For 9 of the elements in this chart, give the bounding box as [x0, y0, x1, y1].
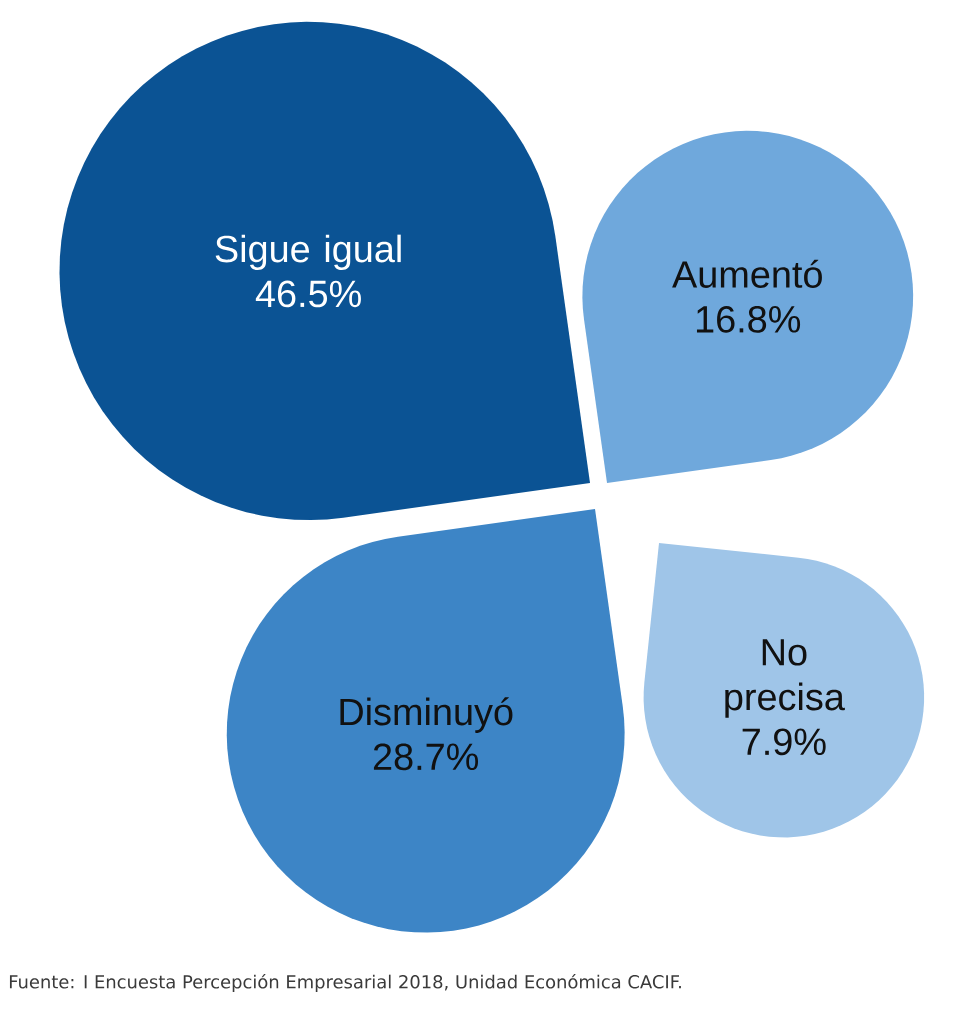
- category-label: Disminuyó: [340, 697, 513, 733]
- data-label: 28.7%: [373, 743, 479, 771]
- category-label: No precisa: [725, 639, 845, 718]
- source-note: Fuente: I Encuesta Percepción Empresarial 2018, Unidad Económica CACIF.: [9, 973, 681, 993]
- data-label: 46.5%: [255, 280, 361, 308]
- data-label: 16.8%: [696, 305, 801, 333]
- category-label: Sigue igual: [215, 234, 401, 270]
- category-label: Aumentó: [672, 259, 822, 288]
- data-label: 7.9%: [742, 728, 826, 756]
